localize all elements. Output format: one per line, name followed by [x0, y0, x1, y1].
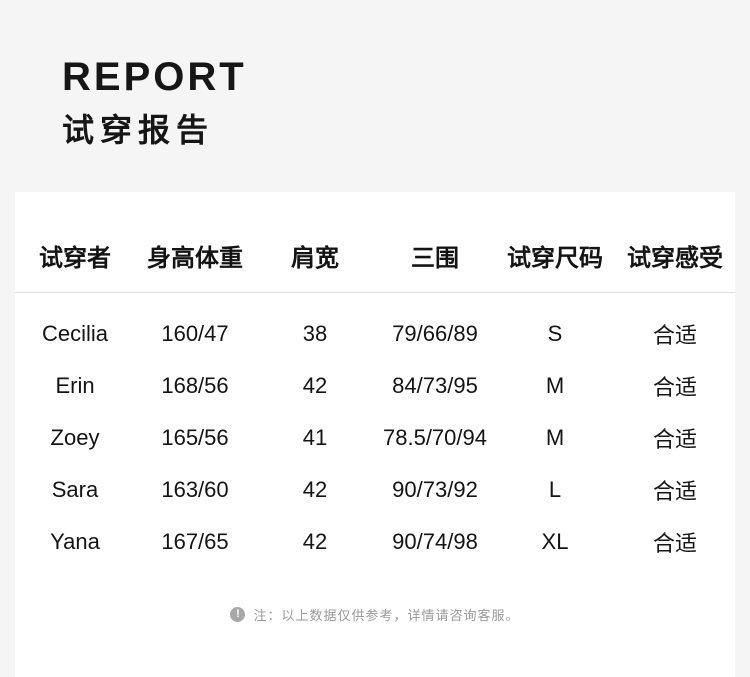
table-row: Zoey 165/56 41 78.5/70/94 M 合适: [15, 412, 735, 464]
cell-shoulder: 41: [302, 425, 328, 450]
cell-measurements: 90/74/98: [392, 529, 478, 554]
cell-fit-feeling: 合适: [652, 531, 697, 556]
cell-tester: Yana: [50, 529, 100, 554]
cell-height-weight: 163/60: [161, 477, 229, 502]
cell-height-weight: 165/56: [161, 425, 229, 450]
cell-tester: Cecilia: [41, 321, 109, 346]
col-header-fit-feeling: 试穿感受: [627, 245, 723, 272]
cell-tester: Sara: [51, 477, 99, 502]
cell-fit-feeling: 合适: [652, 375, 697, 400]
cell-size-tried: XL: [541, 529, 569, 554]
table-header-row: 试穿者 身高体重 肩宽 三围 试穿尺码 试穿感受: [15, 192, 735, 293]
cell-fit-feeling: 合适: [652, 479, 697, 504]
footnote: ! 注：以上数据仅供参考，详情请咨询客服。: [15, 605, 735, 624]
cell-size-tried: S: [547, 321, 563, 346]
col-header-tester: 试穿者: [39, 245, 111, 272]
report-header: REPORT 试穿报告: [0, 0, 750, 192]
cell-measurements: 90/73/92: [392, 477, 478, 502]
cell-fit-feeling: 合适: [652, 427, 697, 452]
table-row: Cecilia 160/47 38 79/66/89 S 合适: [15, 308, 735, 360]
table-body: Cecilia 160/47 38 79/66/89 S 合适 Erin 168…: [15, 293, 735, 568]
cell-measurements: 84/73/95: [392, 373, 478, 398]
table-row: Yana 167/65 42 90/74/98 XL 合适: [15, 516, 735, 568]
table-row: Erin 168/56 42 84/73/95 M 合适: [15, 360, 735, 412]
col-header-height-weight: 身高体重: [147, 245, 243, 272]
cell-height-weight: 168/56: [161, 373, 229, 398]
cell-shoulder: 38: [302, 321, 328, 346]
report-title-zh: 试穿报告: [62, 112, 215, 148]
cell-size-tried: L: [548, 477, 562, 502]
cell-shoulder: 42: [302, 373, 328, 398]
cell-tester: Erin: [55, 373, 95, 398]
footnote-text: 注：以上数据仅供参考，详情请咨询客服。: [253, 608, 520, 623]
cell-height-weight: 167/65: [161, 529, 229, 554]
cell-measurements: 79/66/89: [392, 321, 478, 346]
table-row: Sara 163/60 42 90/73/92 L 合适: [15, 464, 735, 516]
col-header-shoulder: 肩宽: [291, 245, 339, 272]
cell-tester: Zoey: [50, 425, 100, 450]
report-title-en: REPORT: [62, 55, 247, 99]
fit-report-card: 试穿者 身高体重 肩宽 三围 试穿尺码 试穿感受 Cecilia 160/47 …: [15, 192, 735, 677]
exclamation-circle-icon: !: [230, 607, 246, 622]
col-header-size-tried: 试穿尺码: [507, 245, 603, 272]
cell-shoulder: 42: [302, 477, 328, 502]
col-header-measurements: 三围: [411, 245, 459, 272]
cell-shoulder: 42: [302, 529, 328, 554]
cell-height-weight: 160/47: [161, 321, 229, 346]
cell-measurements: 78.5/70/94: [383, 425, 487, 450]
cell-size-tried: M: [545, 425, 565, 450]
cell-fit-feeling: 合适: [652, 323, 697, 348]
cell-size-tried: M: [545, 373, 565, 398]
